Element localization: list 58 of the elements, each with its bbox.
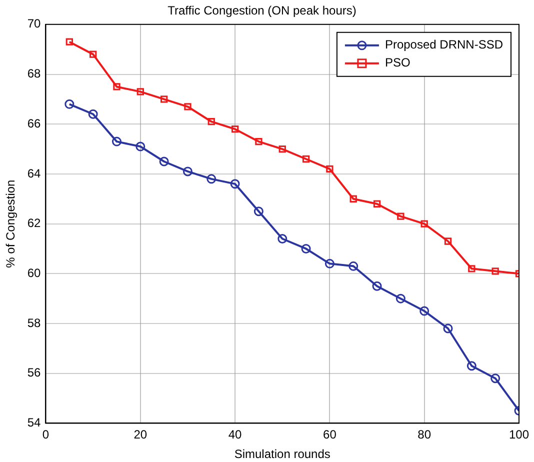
y-tick-label: 62 [27,216,42,230]
x-tick-label: 40 [228,428,242,442]
point [278,145,286,153]
point [136,88,144,96]
y-tick-label: 54 [27,416,42,430]
point [182,166,192,176]
point [208,118,215,126]
point [255,138,262,146]
x-tick-label: 20 [134,428,148,442]
x-tick-label: 60 [323,428,337,442]
point [443,324,453,334]
point [326,165,334,173]
y-tick-label: 68 [27,66,42,81]
x-tick-label: 80 [418,428,432,442]
point [113,83,120,90]
point [492,268,499,275]
point [112,136,122,146]
point [466,361,476,371]
y-tick-label: 60 [27,266,42,280]
point [397,212,404,220]
y-tick-label: 64 [27,166,42,180]
point [136,142,146,152]
y-tick-label: 58 [27,316,42,330]
point [88,109,98,119]
point [420,306,430,316]
x-tick-label: 100 [508,428,530,442]
point [254,206,264,216]
point [444,238,452,245]
point [66,38,73,46]
y-tick-label: 70 [27,16,42,31]
point [348,261,358,271]
point [373,200,381,208]
point [184,103,192,110]
point [160,96,168,103]
point [372,281,382,291]
y-tick-label: 56 [27,366,42,380]
point [206,174,216,184]
point [350,195,357,202]
point [301,244,311,254]
y-axis-title: % of Congestion [4,180,18,268]
point [278,234,288,244]
point [420,220,428,228]
point [230,179,240,189]
point [324,258,334,268]
point [302,155,310,163]
chart-title: Traffic Congestion (ON peak hours) [168,4,356,18]
x-axis-title: Simulation rounds [234,447,330,462]
point [159,156,169,166]
point [490,374,500,384]
legend-label: PSO [384,56,410,70]
point [89,50,97,58]
point [64,99,74,109]
point [468,265,476,272]
point [231,126,239,133]
point [396,294,406,304]
y-tick-label: 66 [27,116,42,130]
legend-label: Proposed DRNN-SSD [384,38,504,52]
x-tick-label: 0 [42,428,50,442]
